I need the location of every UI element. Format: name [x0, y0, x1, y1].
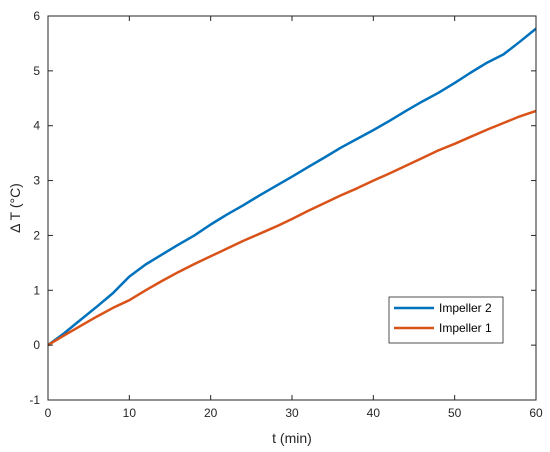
x-axis-title: t (min) — [272, 430, 312, 446]
x-tick-label: 10 — [123, 406, 137, 420]
x-tick-label: 50 — [448, 406, 462, 420]
y-tick-label: 1 — [33, 283, 40, 297]
x-tick-label: 60 — [529, 406, 543, 420]
series-line-impeller-2 — [47, 27, 537, 347]
y-tick-label: 5 — [33, 64, 40, 78]
x-tick-label: 30 — [285, 406, 299, 420]
y-tick-label: -1 — [29, 393, 40, 407]
y-tick-label: 3 — [33, 174, 40, 188]
legend: Impeller 2 Impeller 1 — [388, 296, 504, 344]
y-tick-label: 4 — [33, 119, 40, 133]
series-line-impeller-1 — [47, 109, 537, 347]
y-tick-label: 0 — [33, 338, 40, 352]
y-tick-label: 2 — [33, 228, 40, 242]
x-tick-label: 0 — [45, 406, 52, 420]
x-tick-label: 40 — [367, 406, 381, 420]
y-axis-ticks: -1 0 1 2 3 4 5 6 — [29, 9, 536, 407]
y-axis-title: Δ T (°C) — [7, 183, 23, 233]
x-axis-ticks: 0 10 20 30 40 50 60 — [45, 16, 543, 420]
legend-box — [388, 296, 504, 344]
y-tick-label: 6 — [33, 9, 40, 23]
legend-label-impeller-2: Impeller 2 — [439, 301, 492, 315]
x-tick-label: 20 — [204, 406, 218, 420]
legend-label-impeller-1: Impeller 1 — [439, 321, 492, 335]
series-layer — [47, 27, 537, 347]
